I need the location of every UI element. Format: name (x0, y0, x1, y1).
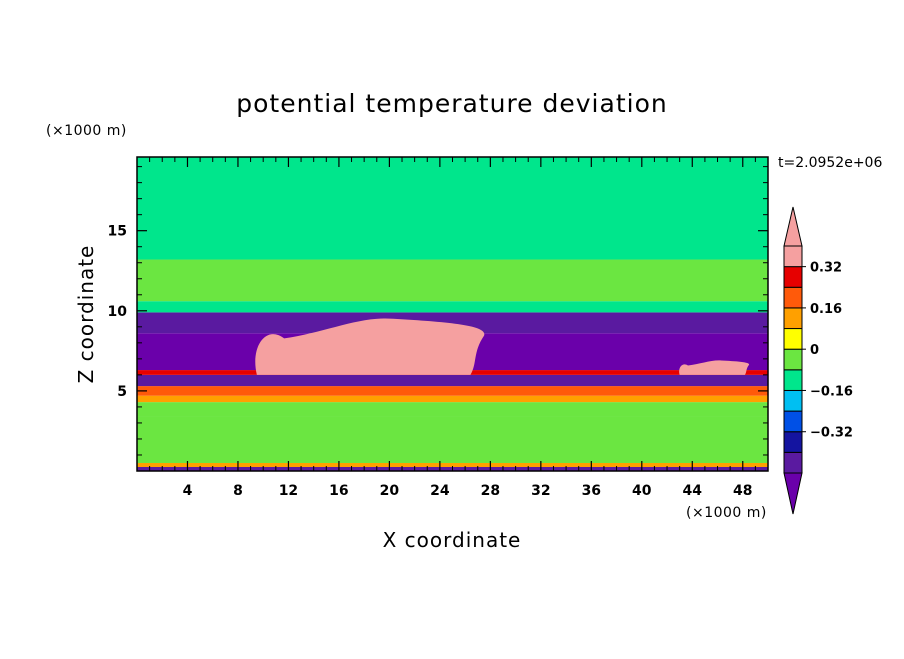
x-axis-ticks: 4 8 12 16 20 24 28 32 36 40 44 48 (149, 157, 756, 499)
colorbar: −0.32 −0.16 0 0.16 0.32 (783, 206, 853, 515)
colorbar-label: 0 (810, 343, 819, 358)
x-tick-label: 4 (183, 483, 193, 499)
x-tick-label: 20 (380, 483, 400, 499)
x-tick-label: 36 (582, 483, 601, 499)
colorbar-box (783, 431, 803, 453)
y-axis-unit: (×1000 m) (46, 123, 127, 139)
heatmap-layer (137, 259, 768, 302)
warm-anomaly-region (679, 360, 750, 375)
timestamp-label: t=2.0952e+06 (778, 155, 882, 171)
colorbar-box (783, 286, 803, 309)
colorbar-label: 0.32 (810, 261, 842, 276)
warm-anomaly-region (255, 318, 485, 375)
colorbar-label: −0.32 (810, 426, 853, 441)
x-tick-label: 40 (632, 483, 652, 499)
x-tick-label: 44 (683, 483, 703, 499)
heatmap-layer (137, 416, 768, 463)
colorbar-label: −0.16 (810, 384, 853, 399)
x-tick-label: 8 (233, 483, 243, 499)
x-tick-label: 12 (279, 483, 298, 499)
heatmap-layer (137, 374, 768, 387)
colorbar-max-triangle (783, 206, 803, 247)
heatmap-layer (137, 402, 768, 417)
y-tick-label: 5 (117, 384, 127, 400)
colorbar-box (783, 389, 803, 412)
chart-title: potential temperature deviation (236, 89, 667, 118)
colorbar-box (783, 266, 803, 288)
x-axis-title: X coordinate (383, 528, 522, 552)
colorbar-min-triangle (783, 472, 803, 515)
colorbar-label: 0.16 (810, 302, 842, 317)
heatmap-layer (137, 157, 768, 260)
colorbar-box (783, 369, 803, 391)
heatmap-field (137, 157, 768, 471)
x-axis-unit: (×1000 m) (686, 505, 767, 521)
colorbar-box (783, 245, 803, 268)
colorbar-box (783, 348, 803, 371)
y-tick-label: 10 (108, 304, 128, 320)
y-axis-title: Z coordinate (74, 245, 98, 384)
x-tick-label: 28 (481, 483, 500, 499)
colorbar-box (783, 328, 803, 350)
x-tick-label: 16 (329, 483, 348, 499)
y-tick-label: 15 (108, 224, 127, 240)
heatmap-layer (137, 386, 768, 396)
heatmap-layer (137, 395, 768, 403)
colorbar-box (783, 451, 803, 474)
heatmap-layer (137, 301, 768, 313)
y-axis-ticks: 5 10 15 (108, 166, 768, 456)
colorbar-box (783, 307, 803, 330)
x-tick-label: 24 (430, 483, 450, 499)
x-tick-label: 48 (733, 483, 752, 499)
x-tick-label: 32 (531, 483, 550, 499)
colorbar-box (783, 410, 803, 433)
heatmap-layer (137, 312, 768, 334)
heatmap-layer (137, 462, 768, 467)
